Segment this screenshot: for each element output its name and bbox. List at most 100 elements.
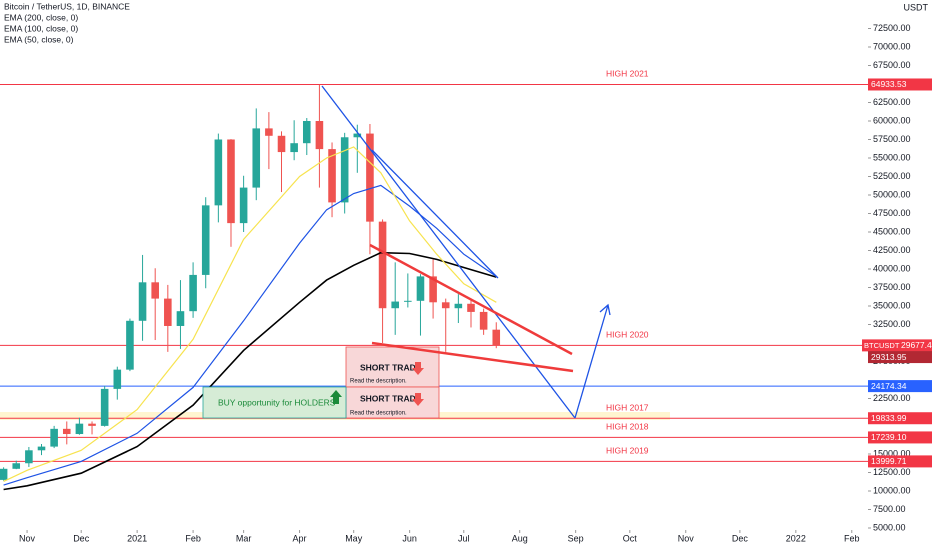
- y-tick-label: 15000.00: [873, 448, 911, 458]
- candle-body: [88, 423, 96, 426]
- y-tick-label: 62500.00: [873, 97, 911, 107]
- candle-body: [201, 205, 210, 275]
- price-tag-label: 29677.43: [901, 340, 932, 350]
- price-tag: [868, 351, 932, 364]
- price-tag: [868, 78, 932, 91]
- level-note: HIGH 2019: [606, 446, 649, 456]
- candle-body: [100, 388, 109, 426]
- ema-line: [3, 251, 497, 491]
- triangle-line: [369, 243, 573, 356]
- candle-body: [0, 468, 8, 480]
- plot: 72500.00 70000.00 67500.00 62500.00 60000.00…: [0, 23, 911, 543]
- price-tag-label: 17239.10: [871, 432, 907, 442]
- symbol-tag-label: BTCUSDT: [864, 341, 900, 350]
- price-tag: [868, 455, 932, 468]
- y-tick-label: 7500.00: [873, 504, 906, 514]
- triangle-line: [371, 341, 574, 373]
- box-title: SHORT TRADE: [360, 362, 422, 372]
- candle-body: [164, 298, 172, 326]
- symbol-tag: [862, 339, 898, 352]
- candle-body: [239, 187, 248, 224]
- x-tick-label: Apr: [293, 533, 307, 543]
- candle-body: [429, 276, 437, 303]
- level-note: HIGH 2018: [606, 422, 649, 432]
- price-tag: [868, 431, 932, 444]
- level-note: HIGH 2021: [606, 69, 649, 79]
- candle-body: [353, 133, 362, 138]
- candle-body: [441, 302, 450, 309]
- candle-body: [340, 137, 349, 203]
- y-tick-label: 72500.00: [873, 23, 911, 33]
- y-tick-label: 37500.00: [873, 282, 911, 292]
- trendline: [371, 149, 499, 279]
- trendline: [321, 85, 576, 419]
- box-title: SHORT TRADE: [360, 393, 422, 403]
- x-tick-label: 2021: [127, 533, 147, 543]
- currency: USDT: [904, 2, 929, 12]
- price-tag: [868, 412, 932, 425]
- candle-body: [176, 311, 185, 326]
- chart-title: Bitcoin / TetherUS, 1D, BINANCE: [4, 1, 130, 11]
- legend-entry: EMA (200, close, 0): [4, 12, 78, 22]
- x-tick-label: May: [345, 533, 363, 543]
- price-tag-label: 29313.95: [871, 352, 907, 362]
- candle-body: [277, 135, 286, 153]
- candle-body: [467, 303, 475, 312]
- price-axis-tags: 64933.53 29677.43BTCUSDT 24174.34 19833.99 1…: [862, 78, 932, 468]
- candle-body: [378, 221, 387, 309]
- ema-line: [3, 184, 497, 486]
- price-tag: [898, 339, 932, 352]
- y-tick-label: 70000.00: [873, 41, 911, 51]
- candle-body: [227, 139, 235, 224]
- y-tick-label: 47500.00: [873, 208, 911, 218]
- y-tick-label: 22500.00: [873, 393, 911, 403]
- x-tick-label: Sep: [568, 533, 584, 543]
- x-tick-label: Jun: [402, 533, 417, 543]
- y-tick-label: 40000.00: [873, 263, 911, 273]
- y-tick-label: 57500.00: [873, 134, 911, 144]
- candle-body: [265, 128, 273, 136]
- level-note: HIGH 2017: [606, 402, 649, 412]
- candle-body: [302, 120, 311, 144]
- x-tick-label: Feb: [185, 533, 201, 543]
- y-tick-label: 52500.00: [873, 171, 911, 181]
- down-arrow: [412, 362, 424, 375]
- candle-body: [12, 463, 21, 469]
- legend-entry: EMA (50, close, 0): [4, 34, 74, 44]
- x-tick-label: Dec: [732, 533, 749, 543]
- y-tick-label: 45000.00: [873, 226, 911, 236]
- box-title: BUY opportunity for HOLDERS: [218, 397, 336, 407]
- x-tick-label: Dec: [73, 533, 90, 543]
- y-tick-label: 67500.00: [873, 60, 911, 70]
- y-tick-label: 42500.00: [873, 245, 911, 255]
- candle-body: [50, 428, 58, 447]
- price-tag: [868, 380, 932, 393]
- y-tick-label: 50000.00: [873, 189, 911, 199]
- candle-body: [404, 300, 412, 302]
- candle-body: [75, 423, 84, 435]
- x-tick-label: Aug: [512, 533, 528, 543]
- x-tick-label: Nov: [678, 533, 695, 543]
- x-tick-label: Oct: [623, 533, 638, 543]
- candle-body: [391, 301, 399, 309]
- y-tick-label: 12500.00: [873, 467, 911, 477]
- candle-body: [366, 133, 374, 222]
- price-tag-label: 13999.71: [871, 456, 907, 466]
- candle-body: [454, 303, 463, 309]
- candle-body: [37, 446, 46, 451]
- down-arrow: [412, 393, 424, 406]
- y-tick-label: 5000.00: [873, 522, 906, 532]
- up-arrow: [330, 390, 342, 404]
- candle-body: [315, 120, 324, 150]
- price-tag-label: 24174.34: [871, 381, 907, 391]
- price-tag-label: 64933.53: [871, 79, 907, 89]
- ema-line: [3, 146, 497, 482]
- candle-body: [416, 276, 425, 301]
- y-tick-label: 55000.00: [873, 152, 911, 162]
- candle-body: [290, 143, 298, 153]
- candle-body: [138, 282, 147, 321]
- x-tick-label: Feb: [844, 533, 860, 543]
- candle-body: [328, 149, 336, 203]
- candle-body: [25, 450, 33, 464]
